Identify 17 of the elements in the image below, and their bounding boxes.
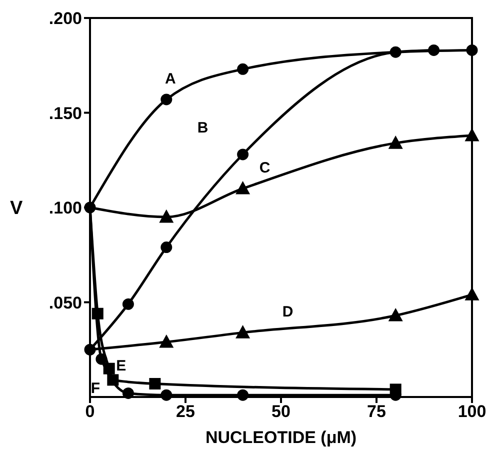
series-label: D	[282, 304, 294, 321]
y-tick-label: .050	[48, 293, 82, 312]
series-label: F	[90, 380, 100, 398]
text: B	[197, 119, 208, 136]
series-label: C	[259, 160, 270, 177]
y-tick-label: .150	[48, 104, 82, 123]
y-tick-label: .200	[48, 9, 82, 28]
series-label: A	[164, 70, 176, 88]
y-axis-title: V	[10, 198, 23, 220]
x-tick-label: 100	[458, 402, 486, 422]
x-tick-label: 50	[272, 402, 290, 422]
x-tick-label: 0	[85, 402, 95, 422]
x-tick-label: 25	[176, 402, 195, 422]
y-tick-label: .100	[48, 198, 82, 218]
series-label: E	[116, 358, 126, 375]
x-axis-title: NUCLEOTIDE (μM)	[205, 428, 357, 447]
x-tick-label: 75	[367, 402, 386, 422]
